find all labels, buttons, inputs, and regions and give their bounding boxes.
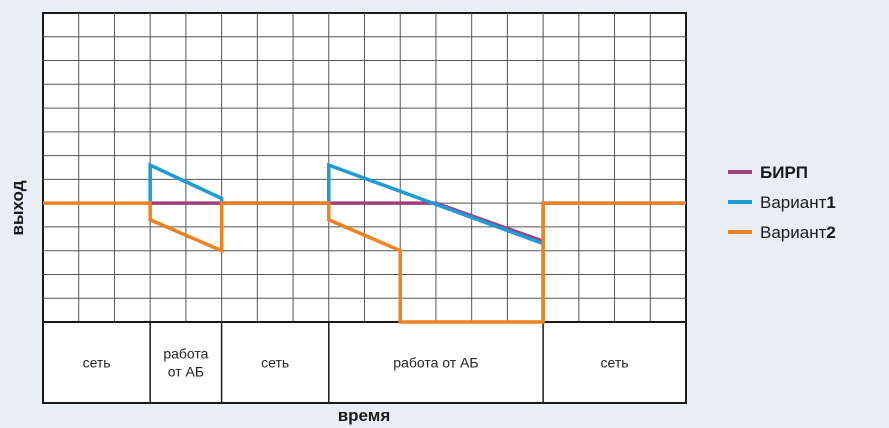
phase-label: сеть: [601, 355, 629, 371]
grid: [43, 13, 686, 322]
legend: БИРП Вариант1 Вариант2: [728, 163, 836, 242]
x-axis-label: время: [338, 406, 391, 425]
legend-entry: БИРП: [760, 163, 808, 182]
legend-entry: Вариант1: [760, 193, 836, 212]
phase-label: сеть: [261, 355, 289, 371]
phase-label: сеть: [83, 355, 111, 371]
series-line-Вариант2: [43, 201, 686, 324]
phase-label: от АБ: [168, 364, 204, 380]
series-layer: [43, 162, 686, 324]
legend-entry: Вариант2: [760, 223, 836, 242]
y-axis-label: выход: [8, 180, 27, 235]
phase-label: работа: [163, 346, 208, 362]
phase-row: сеть работа от АБ сеть работа от АБ сеть: [43, 321, 686, 403]
phase-label: работа от АБ: [393, 355, 478, 371]
